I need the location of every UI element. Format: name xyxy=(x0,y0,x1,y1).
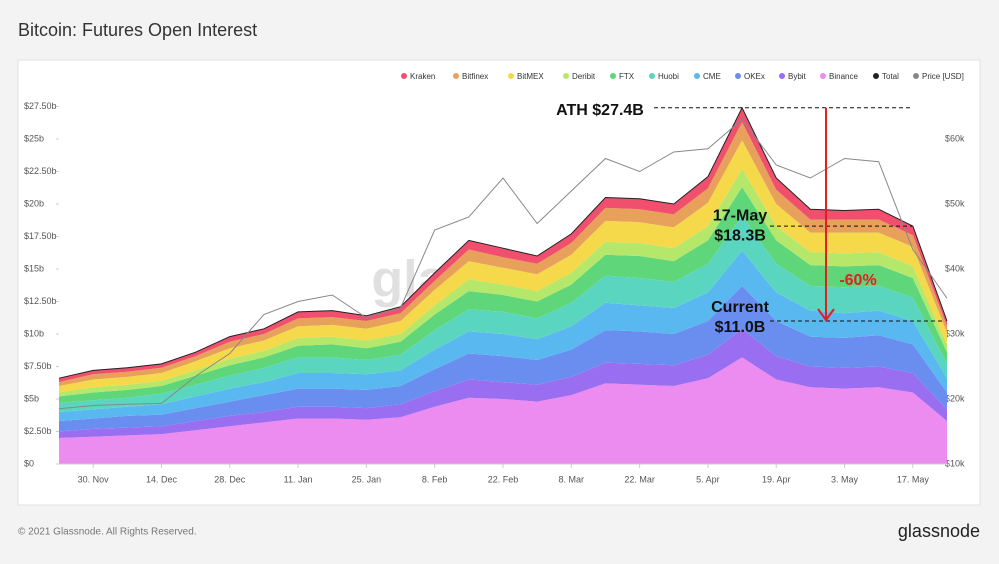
x-tick-label: 17. May xyxy=(897,474,930,484)
x-tick-label: 30. Nov xyxy=(78,474,110,484)
legend-label: Deribit xyxy=(572,72,596,81)
legend-label: OKEx xyxy=(744,72,765,81)
line xyxy=(58,106,948,379)
x-tick-label: 8. Mar xyxy=(559,474,585,484)
x-tick-label: 28. Dec xyxy=(214,474,246,484)
y-tick-label: $15b xyxy=(24,263,44,273)
legend-label: BitMEX xyxy=(517,72,544,81)
area xyxy=(59,285,947,432)
y2-tick-label: $20k xyxy=(945,393,965,403)
annotation: $18.3B xyxy=(714,227,766,244)
x-tick-label: 11. Jan xyxy=(284,474,313,484)
x-tick-label: 22. Feb xyxy=(488,474,519,484)
annotation: -60% xyxy=(839,272,876,289)
legend-swatch xyxy=(563,73,569,79)
arrow-head xyxy=(817,308,835,322)
x-tick-label: 19. Apr xyxy=(762,474,791,484)
legend-label: FTX xyxy=(619,72,635,81)
y-tick-label: $12.50b xyxy=(24,296,57,306)
y-tick-label: $20b xyxy=(24,198,44,208)
area xyxy=(59,250,947,422)
legend-swatch xyxy=(453,73,459,79)
y-tick-label: $2.50b xyxy=(24,426,52,436)
y-tick-label: $5b xyxy=(24,393,39,403)
y-tick-label: $27.50b xyxy=(24,101,57,111)
y2-tick-label: $50k xyxy=(945,198,965,208)
y2-tick-label: $40k xyxy=(945,263,965,273)
y2-tick-label: $10k xyxy=(945,458,965,468)
legend-swatch xyxy=(401,73,407,79)
y-tick-label: $22.50b xyxy=(24,166,57,176)
annotation: 17-May xyxy=(713,207,767,224)
x-tick-label: 5. Apr xyxy=(696,474,720,484)
legend-swatch xyxy=(779,73,785,79)
legend-label: Binance xyxy=(829,72,858,81)
x-tick-label: 3. May xyxy=(831,474,859,484)
legend-swatch xyxy=(649,73,655,79)
area xyxy=(59,215,947,412)
legend-label: Total xyxy=(882,72,899,81)
annotation: Current xyxy=(711,299,769,316)
brand: glassnode xyxy=(898,521,980,541)
y-tick-label: $0 xyxy=(24,458,34,468)
legend-swatch xyxy=(735,73,741,79)
legend-swatch xyxy=(913,73,919,79)
legend-swatch xyxy=(873,73,879,79)
legend-label: Huobi xyxy=(658,72,679,81)
area xyxy=(59,328,947,438)
y-tick-label: $25b xyxy=(24,133,44,143)
footer: © 2021 Glassnode. All Rights Reserved. xyxy=(18,527,197,538)
x-tick-label: 8. Feb xyxy=(422,474,448,484)
annotation: $11.0B xyxy=(715,319,766,336)
line xyxy=(58,118,948,410)
x-tick-label: 14. Dec xyxy=(146,474,178,484)
legend-swatch xyxy=(820,73,826,79)
y-tick-label: $17.50b xyxy=(24,231,57,241)
y2-tick-label: $60k xyxy=(945,133,965,143)
legend-swatch xyxy=(508,73,514,79)
plot-area: $0 $2.50b $5b $7.50b $10b $12.50b $15b $17.50b $… xyxy=(24,72,965,484)
legend-label: Kraken xyxy=(410,72,435,81)
y-tick-label: $10b xyxy=(24,328,44,338)
legend-label: Bybit xyxy=(788,72,807,81)
annotation: ATH $27.4B xyxy=(556,102,644,119)
legend-label: Price [USD] xyxy=(922,72,964,81)
y2-tick-label: $30k xyxy=(945,328,965,338)
legend-label: Bitfinex xyxy=(462,72,488,81)
legend-swatch xyxy=(610,73,616,79)
x-tick-label: 25. Jan xyxy=(352,474,382,484)
area xyxy=(59,357,947,464)
legend-label: CME xyxy=(703,72,721,81)
y-tick-label: $7.50b xyxy=(24,361,52,371)
x-tick-label: 22. Mar xyxy=(624,474,655,484)
legend-swatch xyxy=(694,73,700,79)
chart-title: Bitcoin: Futures Open Interest xyxy=(18,20,257,40)
